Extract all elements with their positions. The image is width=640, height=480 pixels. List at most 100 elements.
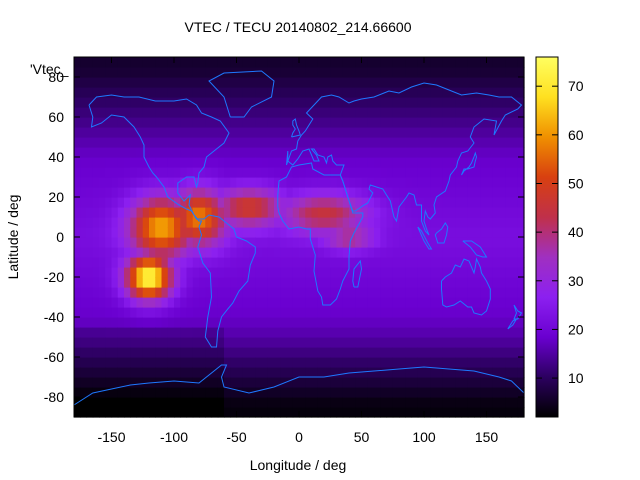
heatmap-cell [405, 357, 413, 368]
heatmap-cell [136, 97, 144, 108]
heatmap-cell [86, 267, 94, 278]
heatmap-cell [117, 407, 125, 418]
heatmap-cell [517, 137, 525, 148]
heatmap-cell [286, 287, 294, 298]
heatmap-cell [399, 377, 406, 388]
heatmap-cell [249, 407, 256, 418]
heatmap-cell [317, 127, 325, 138]
heatmap-cell [361, 277, 369, 288]
heatmap-cell [330, 407, 338, 418]
heatmap-cell [455, 367, 463, 378]
heatmap-cell [174, 177, 181, 188]
heatmap-cell [74, 87, 81, 98]
heatmap-cell [80, 257, 88, 268]
heatmap-cell [486, 347, 494, 358]
heatmap-cell [74, 247, 81, 258]
heatmap-cell [474, 147, 481, 158]
heatmap-cell [311, 57, 319, 68]
heatmap-cell [367, 257, 375, 268]
heatmap-cell [205, 137, 213, 148]
heatmap-cell [186, 227, 194, 238]
heatmap-cell [105, 97, 113, 108]
heatmap-cell [349, 217, 356, 228]
heatmap-cell [117, 237, 125, 248]
y-tick-label: 80 [48, 69, 64, 85]
heatmap-cell [111, 297, 119, 308]
heatmap-cell [517, 177, 525, 188]
heatmap-cell [317, 277, 325, 288]
heatmap-cell [336, 157, 344, 168]
heatmap-cell [417, 107, 425, 118]
heatmap-cell [92, 327, 100, 338]
heatmap-cell [386, 277, 394, 288]
heatmap-cell [336, 297, 344, 308]
heatmap-cell [367, 97, 375, 108]
heatmap-cell [86, 297, 94, 308]
heatmap-cell [149, 227, 156, 238]
heatmap-cell [336, 77, 344, 88]
heatmap-cell [230, 237, 238, 248]
heatmap-cell [74, 267, 81, 278]
heatmap-cell [436, 227, 444, 238]
heatmap-cell [361, 297, 369, 308]
heatmap-cell [324, 297, 331, 308]
heatmap-cell [499, 97, 506, 108]
heatmap-cell [417, 377, 425, 388]
heatmap-cell [174, 167, 181, 178]
heatmap-cell [367, 167, 375, 178]
y-tick-label: 0 [56, 229, 64, 245]
heatmap-cell [499, 57, 506, 68]
heatmap-cell [117, 67, 125, 78]
heatmap-cell [399, 127, 406, 138]
heatmap-cell [242, 117, 250, 128]
heatmap-cell [449, 347, 456, 358]
heatmap-cell [211, 257, 219, 268]
heatmap-cell [280, 367, 288, 378]
heatmap-cell [311, 327, 319, 338]
heatmap-cell [242, 137, 250, 148]
heatmap-cell [211, 147, 219, 158]
heatmap-cell [124, 197, 131, 208]
heatmap-cell [286, 347, 294, 358]
heatmap-cell [224, 147, 231, 158]
heatmap-cell [211, 307, 219, 318]
heatmap-cell [511, 377, 519, 388]
heatmap-cell [249, 67, 256, 78]
heatmap-cell [311, 337, 319, 348]
heatmap-cell [186, 357, 194, 368]
heatmap-cell [442, 347, 450, 358]
heatmap-cell [517, 77, 525, 88]
heatmap-cell [511, 287, 519, 298]
heatmap-cell [392, 167, 400, 178]
heatmap-cell [155, 237, 163, 248]
heatmap-cell [417, 227, 425, 238]
heatmap-cell [80, 347, 88, 358]
heatmap-cell [149, 397, 156, 408]
heatmap-cell [480, 297, 488, 308]
heatmap-cell [267, 337, 275, 348]
heatmap-cell [324, 157, 331, 168]
heatmap-cell [424, 147, 431, 158]
heatmap-cell [117, 287, 125, 298]
heatmap-cell [461, 337, 469, 348]
heatmap-cell [80, 137, 88, 148]
heatmap-cell [136, 137, 144, 148]
heatmap-cell [305, 197, 313, 208]
heatmap-cell [155, 107, 163, 118]
heatmap-cell [392, 377, 400, 388]
heatmap-cell [336, 217, 344, 228]
heatmap-cell [511, 357, 519, 368]
heatmap-cell [311, 67, 319, 78]
heatmap-cell [274, 57, 281, 68]
heatmap-cell [80, 367, 88, 378]
heatmap-cell [199, 177, 206, 188]
heatmap-cell [155, 167, 163, 178]
heatmap-cell [174, 227, 181, 238]
heatmap-cell [230, 407, 238, 418]
heatmap-cell [305, 277, 313, 288]
heatmap-cell [80, 267, 88, 278]
heatmap-cell [236, 327, 244, 338]
heatmap-cell [242, 57, 250, 68]
heatmap-cell [92, 217, 100, 228]
heatmap-cell [461, 77, 469, 88]
